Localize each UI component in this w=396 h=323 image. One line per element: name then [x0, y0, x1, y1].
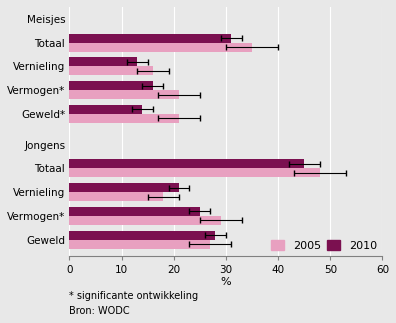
Bar	[69, 90, 179, 99]
Text: Bron: WODC: Bron: WODC	[69, 306, 130, 316]
Bar	[69, 57, 137, 66]
Text: * significante ontwikkeling: * significante ontwikkeling	[69, 291, 198, 301]
Bar	[69, 34, 231, 43]
Bar	[69, 66, 153, 75]
Bar	[69, 192, 163, 201]
Bar	[69, 240, 210, 249]
Bar	[69, 216, 221, 225]
Bar	[69, 114, 179, 123]
Bar	[69, 207, 200, 216]
Legend: 2005, 2010: 2005, 2010	[271, 240, 377, 251]
Bar	[69, 81, 153, 90]
Bar	[69, 231, 215, 240]
Bar	[69, 183, 179, 192]
Bar	[69, 168, 320, 177]
X-axis label: %: %	[221, 277, 231, 287]
Bar	[69, 43, 252, 52]
Bar	[69, 160, 304, 168]
Bar	[69, 105, 143, 114]
